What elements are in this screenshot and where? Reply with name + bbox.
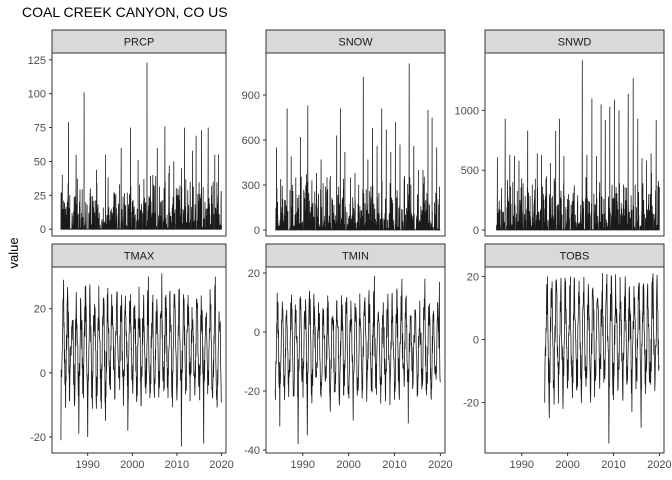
panel-border-snow	[265, 52, 446, 237]
x-tick-label-tmax: 2020	[209, 459, 233, 471]
y-axis-label: value	[6, 237, 21, 268]
y-tick-label-tobs: 0	[473, 335, 479, 347]
x-tick-label-tmin: 2010	[382, 459, 406, 471]
y-tick-label-tmin: -20	[244, 386, 260, 398]
x-tick-label-tobs: 2010	[601, 459, 625, 471]
chart-title: COAL CREEK CANYON, CO US	[22, 4, 228, 20]
panel-snwd: SNWD 0 500 1000	[455, 29, 665, 237]
y-tick-label-prcp: 100	[28, 89, 46, 101]
panel-border-prcp	[51, 52, 227, 237]
y-tick-label-snow: 0	[254, 225, 260, 237]
y-tick-label-tmax: 0	[40, 368, 46, 380]
x-tick-label-tmax: 2010	[165, 459, 189, 471]
strip-label-tmin: TMIN	[342, 251, 369, 263]
x-tick-label-tmin: 1990	[290, 459, 314, 471]
y-tick-label-prcp: 25	[34, 190, 46, 202]
panel-snow: SNOW 0 300 600 900	[242, 29, 446, 237]
panel-border-tmax	[51, 266, 227, 454]
y-tick-label-tmin: 20	[248, 268, 260, 280]
x-tick-label-tmax: 1990	[75, 459, 99, 471]
panel-tmax: TMAX -20 0 20 1990 2000 2010 2020	[30, 243, 234, 471]
panel-tmin: TMIN -40 -20 0 20 1990 2000 2010 2020	[244, 243, 453, 471]
y-tick-label-prcp: 125	[28, 55, 46, 67]
y-tick-label-prcp: 0	[40, 224, 46, 236]
y-tick-label-snwd: 0	[473, 225, 479, 237]
y-tick-label-snwd: 500	[461, 165, 479, 177]
panel-border-tobs	[484, 266, 665, 454]
strip-label-snwd: SNWD	[558, 37, 592, 49]
y-tick-label-tmin: -40	[244, 445, 260, 457]
y-tick-label-tmin: 0	[254, 327, 260, 339]
y-tick-label-snow: 900	[242, 90, 260, 102]
y-tick-label-snow: 600	[242, 135, 260, 147]
x-tick-label-tmin: 2020	[428, 459, 452, 471]
y-tick-label-prcp: 50	[34, 156, 46, 168]
y-tick-label-snow: 300	[242, 180, 260, 192]
x-tick-label-tobs: 1990	[509, 459, 533, 471]
panel-border-snwd	[484, 52, 665, 237]
x-tick-label-tobs: 2000	[555, 459, 579, 471]
facet-panels: PRCP 0 25 50 75 100 125 SNOW 0 300 600 900 SNWD 0 500 1…	[28, 29, 672, 471]
series-line-snow	[275, 63, 441, 231]
strip-label-tobs: TOBS	[560, 251, 590, 263]
y-tick-label-tobs: 20	[467, 271, 479, 283]
y-tick-label-snwd: 1000	[455, 105, 479, 117]
panel-prcp: PRCP 0 25 50 75 100 125	[28, 29, 227, 237]
panel-border-tmin	[265, 266, 446, 454]
strip-label-tmax: TMAX	[124, 251, 155, 263]
x-tick-label-tmin: 2000	[336, 459, 360, 471]
y-tick-label-tobs: -20	[463, 398, 479, 410]
y-tick-label-tmax: 20	[34, 304, 46, 316]
series-line-tobs	[544, 273, 660, 444]
x-tick-label-tmax: 2000	[120, 459, 144, 471]
y-tick-label-tmax: -20	[30, 432, 46, 444]
strip-label-snow: SNOW	[338, 37, 373, 49]
panel-tobs: TOBS -20 0 20 1990 2000 2010 2020	[463, 243, 672, 471]
strip-label-prcp: PRCP	[124, 37, 155, 49]
x-tick-label-tobs: 2020	[647, 459, 671, 471]
series-line-tmax	[60, 273, 222, 447]
series-line-tmin	[274, 275, 441, 445]
series-line-prcp	[60, 62, 222, 231]
y-tick-label-prcp: 75	[34, 123, 46, 135]
series-line-snwd	[496, 60, 660, 231]
